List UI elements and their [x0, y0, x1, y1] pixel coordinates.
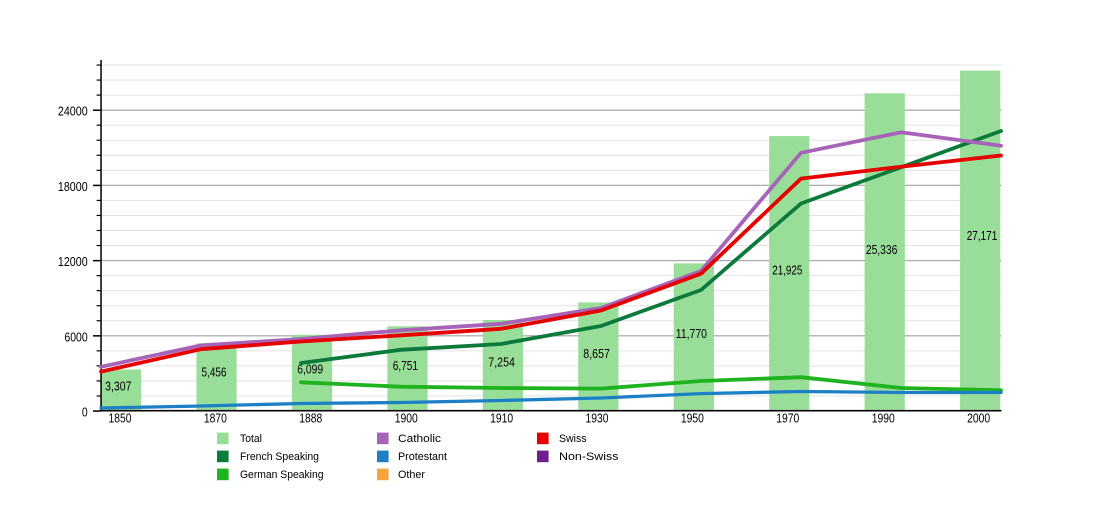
svg-text:1970: 1970 [776, 410, 799, 425]
svg-text:25,336: 25,336 [866, 242, 898, 257]
svg-text:Other: Other [398, 469, 425, 481]
svg-text:24000: 24000 [58, 104, 88, 119]
svg-text:21,925: 21,925 [772, 263, 802, 278]
svg-text:5,456: 5,456 [202, 364, 227, 379]
svg-text:0: 0 [82, 405, 88, 420]
svg-text:1900: 1900 [395, 410, 418, 425]
svg-text:8,657: 8,657 [583, 346, 610, 361]
svg-text:6000: 6000 [64, 329, 87, 344]
svg-text:7,254: 7,254 [488, 355, 515, 370]
svg-text:Swiss: Swiss [559, 433, 587, 445]
svg-text:6,751: 6,751 [393, 358, 418, 373]
svg-text:Protestant: Protestant [398, 451, 447, 463]
svg-text:1888: 1888 [299, 410, 322, 425]
svg-text:1990: 1990 [872, 410, 895, 425]
svg-text:18000: 18000 [58, 179, 88, 194]
svg-text:1850: 1850 [109, 410, 132, 425]
svg-text:German Speaking: German Speaking [240, 469, 324, 481]
svg-text:Catholic: Catholic [398, 433, 442, 445]
svg-text:6,099: 6,099 [297, 362, 323, 377]
svg-text:Non-Swiss: Non-Swiss [559, 451, 619, 463]
svg-text:1950: 1950 [681, 410, 704, 425]
svg-text:French Speaking: French Speaking [240, 451, 319, 463]
svg-text:11,770: 11,770 [676, 326, 707, 341]
svg-text:2000: 2000 [967, 410, 990, 425]
svg-text:1870: 1870 [204, 410, 227, 425]
svg-text:Total: Total [240, 433, 262, 445]
svg-text:1910: 1910 [490, 410, 513, 425]
svg-text:1930: 1930 [586, 410, 609, 425]
svg-text:12000: 12000 [58, 254, 88, 269]
svg-text:3,307: 3,307 [105, 379, 131, 394]
svg-text:27,171: 27,171 [967, 228, 998, 243]
